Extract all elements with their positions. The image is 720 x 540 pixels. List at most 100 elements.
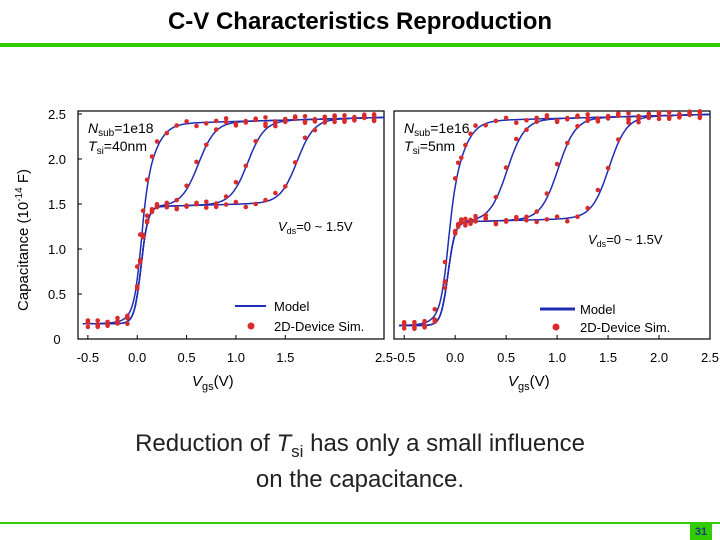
- sim-point-r: [483, 216, 489, 222]
- sim-point-l: [213, 118, 219, 124]
- sim-point-r: [514, 216, 519, 222]
- sim-point-l: [223, 202, 229, 207]
- sim-point-l: [184, 119, 189, 124]
- sim-point-r: [534, 115, 539, 121]
- sim-point-r: [483, 122, 489, 128]
- y-tick-label: 0.5: [48, 287, 66, 302]
- sim-point-r: [534, 119, 539, 124]
- sim-point-r: [585, 115, 590, 121]
- sim-point-l: [164, 204, 170, 210]
- sim-point-l: [273, 123, 278, 129]
- sim-point-l: [233, 180, 239, 185]
- sim-point-l: [204, 205, 209, 210]
- sim-point-r: [534, 209, 539, 214]
- chart-right-tsi: Tsi=5nm: [404, 138, 455, 157]
- caption-line-1-post: has only a small influence: [303, 430, 585, 457]
- sim-point-r: [459, 220, 464, 225]
- x-tick-label-r: 1.5: [599, 350, 617, 365]
- sim-point-l: [273, 190, 278, 196]
- sim-point-l: [164, 130, 170, 136]
- sim-point-r: [463, 223, 468, 228]
- sim-point-r: [534, 219, 539, 225]
- sim-point-l: [243, 120, 249, 125]
- y-axis-label-unit: F): [15, 169, 32, 187]
- sim-point-r: [463, 216, 468, 222]
- sim-point-r: [636, 119, 641, 125]
- sim-point-r: [595, 119, 601, 124]
- sim-point-l: [292, 160, 298, 165]
- chart-right-vds-label: Vds=0 ~ 1.5V: [588, 232, 663, 249]
- sim-point-l: [140, 208, 146, 213]
- x-tick-label-r: 1.0: [548, 350, 566, 365]
- sim-point-r: [412, 319, 417, 325]
- sim-point-l: [194, 123, 199, 129]
- sim-point-r: [697, 115, 703, 121]
- caption-line-1: Reduction of Tsi has only a small influe…: [0, 430, 720, 466]
- caption-tsi-symbol: T: [276, 430, 292, 457]
- sim-point-r: [503, 219, 509, 224]
- caption-line-1-pre: Reduction of: [135, 430, 277, 457]
- x-tick-label-r: 0.5: [497, 350, 515, 365]
- chart-right-frame: [393, 110, 711, 340]
- sim-point-l: [174, 206, 179, 212]
- sim-point-l: [204, 199, 209, 205]
- chart-left-frame: [77, 110, 385, 340]
- sim-point-r: [524, 118, 529, 123]
- chart-left: Nsub=1e18 Tsi=40nm Vds=0 ~ 1.5V Model 2D…: [77, 110, 385, 340]
- sim-point-r: [565, 218, 570, 224]
- sim-point-r: [666, 116, 672, 121]
- cv-charts: Capacitance (10-14 F) Nsub=1e18 Tsi=40nm…: [14, 107, 719, 393]
- sim-point-r: [554, 119, 560, 125]
- sim-point-l: [273, 120, 278, 125]
- sim-point-r: [575, 123, 580, 129]
- title-underline: [0, 43, 720, 47]
- sim-point-l: [95, 324, 100, 330]
- sim-point-r: [442, 280, 448, 285]
- sim-point-l: [342, 119, 347, 124]
- sim-point-r: [473, 219, 478, 224]
- y-tick-label: 1.0: [48, 242, 66, 257]
- sim-point-r: [401, 322, 407, 327]
- y-axis-label-exp: -14: [14, 187, 25, 202]
- x-tick-label-r: 2.0: [650, 350, 668, 365]
- x-tick-label-l: 0.5: [178, 350, 196, 365]
- sim-point-r: [503, 165, 509, 170]
- sim-point-r: [646, 115, 652, 121]
- y-axis-label-text: Capacitance (10: [15, 202, 32, 311]
- sim-point-r: [503, 115, 509, 121]
- sim-point-r: [459, 155, 464, 161]
- x-tick-label-r: -0.5: [393, 350, 415, 365]
- y-tick-label: 2.5: [48, 107, 66, 122]
- sim-point-r: [656, 116, 662, 122]
- y-tick-label: 2.0: [48, 152, 66, 167]
- sim-point-l: [263, 197, 268, 203]
- sim-point-l: [125, 316, 130, 321]
- sim-point-l: [312, 127, 318, 133]
- sim-point-l: [253, 117, 258, 123]
- sim-point-l: [342, 113, 347, 118]
- sim-point-l: [149, 154, 155, 159]
- sim-point-r: [616, 113, 621, 119]
- sim-point-l: [263, 115, 268, 120]
- sim-point-r: [636, 116, 641, 121]
- sim-point-l: [223, 119, 229, 125]
- sim-point-r: [468, 221, 473, 227]
- sim-point-l: [322, 116, 328, 122]
- sim-point-l: [233, 199, 239, 205]
- sim-point-r: [575, 214, 580, 219]
- chart-left-legend-sim: 2D-Device Sim.: [274, 319, 364, 334]
- sim-point-l: [253, 139, 258, 144]
- sim-point-r: [544, 191, 550, 196]
- y-tick-label: 1.5: [48, 197, 66, 212]
- chart-right-legend-dot: [552, 323, 560, 331]
- sim-point-l: [154, 204, 160, 210]
- sim-point-l: [95, 318, 100, 323]
- x-tick-label-l: 1.5: [276, 350, 294, 365]
- sim-point-r: [442, 285, 448, 291]
- chart-right-x-axis-label: Vgs(V): [508, 373, 550, 393]
- sim-point-l: [164, 201, 170, 207]
- sim-point-l: [233, 123, 239, 128]
- sim-point-r: [452, 231, 458, 236]
- sim-point-l: [105, 323, 110, 329]
- sim-point-l: [140, 234, 146, 240]
